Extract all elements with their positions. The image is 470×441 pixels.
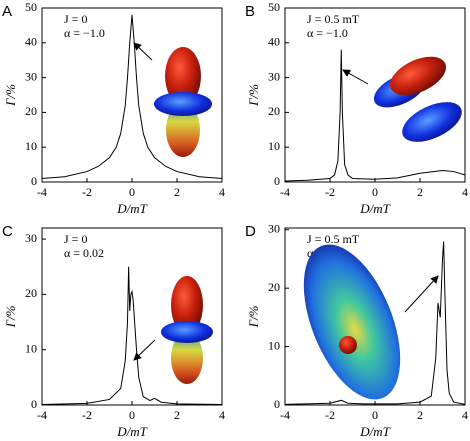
panel-label: C — [2, 223, 13, 240]
x-tick-label: 0 — [372, 185, 378, 199]
x-tick-label: 0 — [372, 408, 378, 422]
x-axis-label: D/mT — [359, 201, 390, 216]
y-tick-label: 20 — [268, 280, 280, 294]
y-tick-label: 10 — [268, 338, 280, 352]
y-tick-label: 40 — [268, 35, 280, 49]
panel-label: B — [245, 3, 255, 20]
orbital-b — [373, 56, 462, 142]
x-axis-label: D/mT — [116, 424, 147, 439]
x-tick-label: -4 — [280, 185, 290, 199]
x-tick-label: -4 — [37, 185, 47, 199]
annotation: J = 0 — [64, 232, 87, 246]
x-axis-label: D/mT — [359, 424, 390, 439]
x-tick-label: 2 — [174, 185, 180, 199]
data-line — [41, 266, 223, 405]
x-tick-label: 4 — [219, 408, 225, 422]
x-tick-label: 2 — [174, 408, 180, 422]
data-line — [284, 49, 466, 182]
y-tick-label: 0 — [31, 174, 37, 188]
annotation: α = −1.0 — [307, 26, 348, 40]
y-axis-label: Γ/% — [3, 84, 18, 107]
data-line — [41, 14, 223, 180]
annotation: α = 0.02 — [64, 246, 104, 260]
y-tick-label: 0 — [31, 397, 37, 411]
y-tick-label: 30 — [268, 222, 280, 236]
y-tick-label: 40 — [25, 35, 37, 49]
x-tick-label: -2 — [325, 408, 335, 422]
panel-label: A — [2, 3, 12, 20]
x-tick-label: 4 — [219, 185, 225, 199]
y-tick-label: 10 — [25, 139, 37, 153]
y-tick-label: 30 — [25, 69, 37, 83]
annotation: J = 0.5 mT — [307, 12, 360, 26]
panel-label: D — [245, 223, 256, 240]
arrow — [342, 69, 369, 85]
y-tick-label: 20 — [25, 104, 37, 118]
orbital-a — [154, 47, 212, 157]
y-tick-label: 10 — [268, 139, 280, 153]
y-axis-label: Γ/% — [246, 84, 261, 107]
x-tick-label: -4 — [37, 408, 47, 422]
x-tick-label: -2 — [82, 185, 92, 199]
y-tick-label: 30 — [25, 231, 37, 245]
x-tick-label: 4 — [462, 408, 468, 422]
arrow — [404, 275, 439, 313]
data-line — [284, 241, 466, 405]
orbital-d — [303, 244, 401, 400]
arrow — [133, 339, 156, 361]
x-tick-label: 0 — [129, 185, 135, 199]
x-tick-label: 0 — [129, 408, 135, 422]
y-tick-label: 30 — [268, 69, 280, 83]
x-axis-label: D/mT — [116, 201, 147, 216]
y-tick-label: 20 — [268, 104, 280, 118]
x-tick-label: 2 — [417, 185, 423, 199]
orbital-c — [161, 276, 213, 384]
annotation: α = −1.0 — [64, 26, 105, 40]
x-tick-label: -2 — [325, 185, 335, 199]
y-tick-label: 50 — [25, 0, 37, 14]
y-axis-label: Γ/% — [246, 305, 261, 328]
annotation: J = 0.5 mT — [307, 232, 360, 246]
annotation: J = 0 — [64, 12, 87, 26]
y-tick-label: 20 — [25, 286, 37, 300]
y-tick-label: 50 — [268, 0, 280, 14]
x-tick-label: -2 — [82, 408, 92, 422]
y-axis-label: Γ/% — [3, 305, 18, 328]
x-tick-label: -4 — [280, 408, 290, 422]
arrow — [133, 42, 153, 61]
x-tick-label: 2 — [417, 408, 423, 422]
y-tick-label: 10 — [25, 341, 37, 355]
y-tick-label: 0 — [274, 174, 280, 188]
y-tick-label: 0 — [274, 397, 280, 411]
x-tick-label: 4 — [462, 185, 468, 199]
